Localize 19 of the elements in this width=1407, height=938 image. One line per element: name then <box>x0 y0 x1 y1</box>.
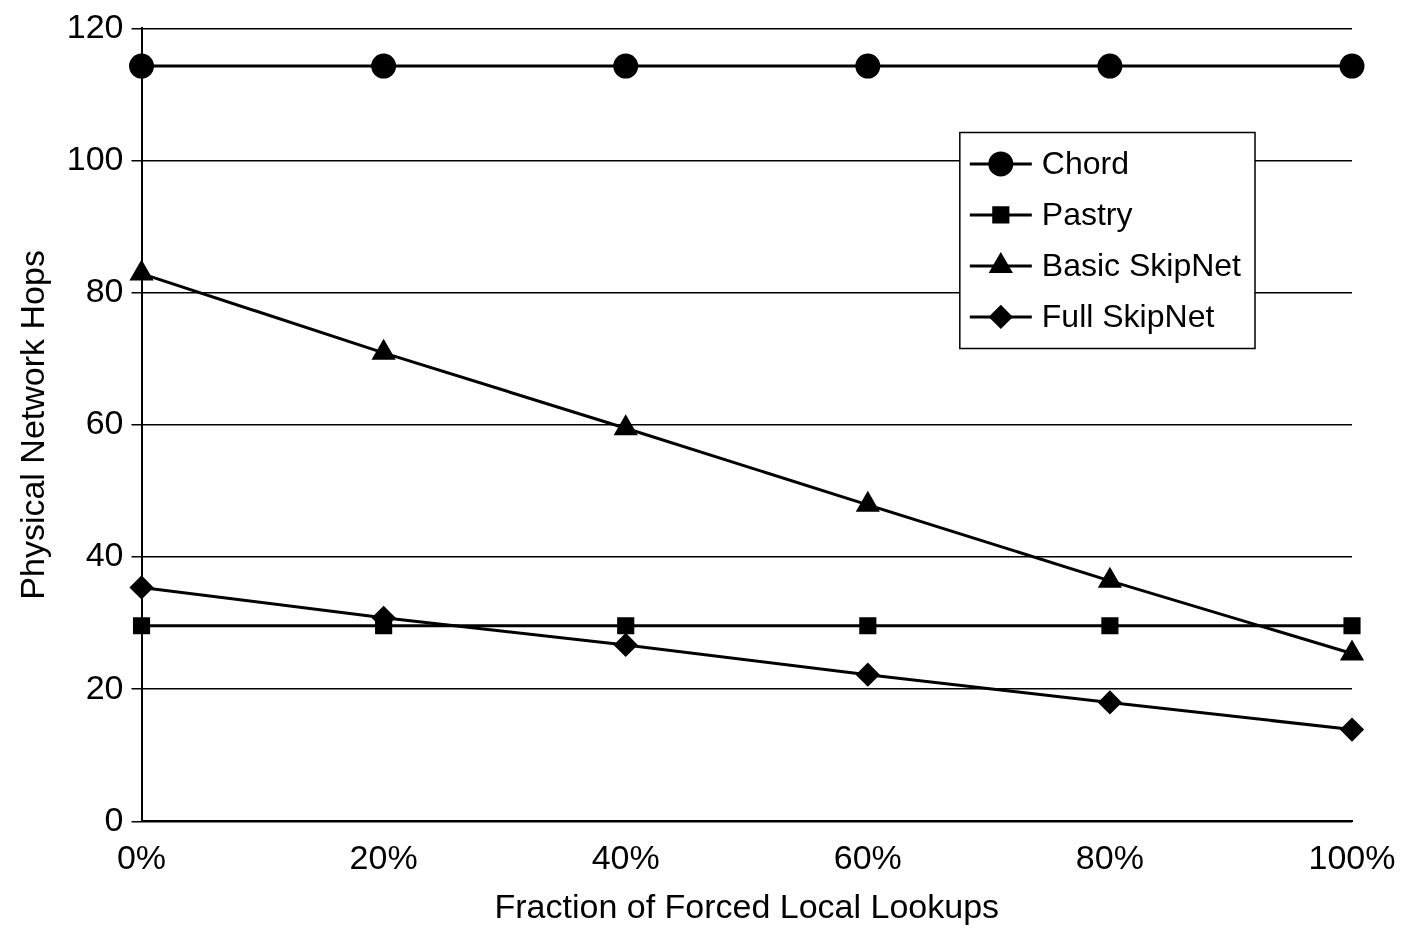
x-tick-label: 60% <box>833 838 902 877</box>
y-tick-label: 40 <box>85 535 124 574</box>
x-axis-title: Fraction of Forced Local Lookups <box>494 886 1000 925</box>
x-tick-label: 40% <box>591 838 660 877</box>
legend-label: Chord <box>1041 144 1129 181</box>
legend-label: Pastry <box>1041 195 1133 232</box>
y-tick-label: 120 <box>66 6 124 45</box>
x-tick-label: 100% <box>1308 838 1396 877</box>
y-tick-label: 20 <box>85 667 124 706</box>
y-axis-title: Physical Network Hops <box>12 250 51 600</box>
y-tick-label: 0 <box>104 799 124 838</box>
x-tick-label: 0% <box>116 838 167 877</box>
legend-label: Full SkipNet <box>1041 297 1215 334</box>
y-tick-label: 80 <box>85 271 124 310</box>
x-tick-label: 80% <box>1075 838 1144 877</box>
y-tick-label: 60 <box>85 403 124 442</box>
legend-label: Basic SkipNet <box>1041 246 1242 283</box>
y-tick-label: 100 <box>66 138 124 177</box>
x-tick-label: 20% <box>349 838 418 877</box>
